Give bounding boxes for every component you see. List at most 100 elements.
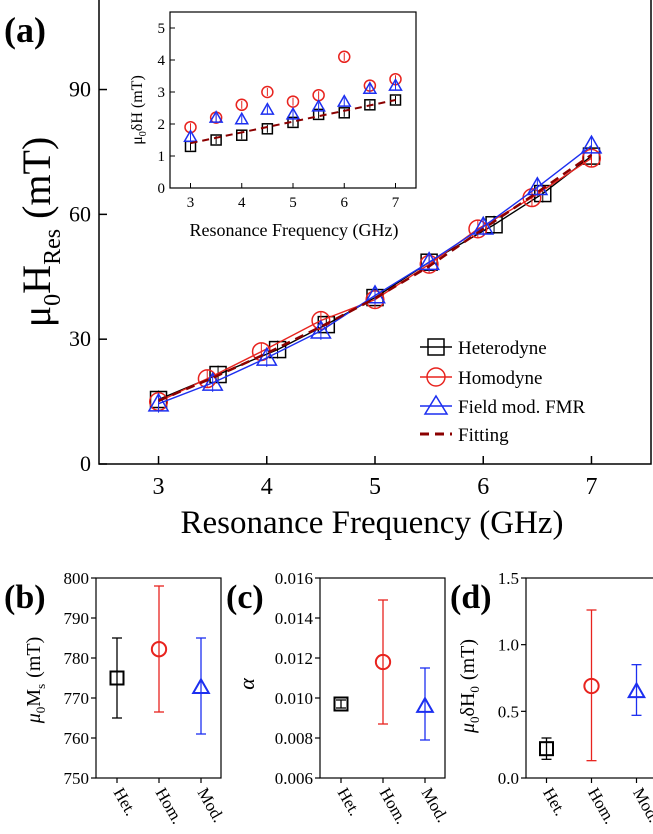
panel-c-x-tick-label: Mod. [418, 785, 453, 826]
legend-label-heterodyne: Heterodyne [458, 338, 547, 359]
inset-x-ticks: 3 4 5 6 7 [187, 183, 400, 211]
b-y-label-sub-s: s [33, 684, 48, 689]
panel-c-x-tick-label: Hom. [376, 785, 412, 828]
panel-b-x-ticks: Het. Hom. Mod. [110, 778, 228, 828]
inset-y-label-sub-0: 0 [138, 131, 149, 136]
legend-square-icon [427, 338, 445, 356]
panel-a-x-tick-label: 5 [369, 474, 381, 500]
panel-a: (a) 0 3 0 6 0 90 3 4 5 6 7 Resonance Frequency (G… [4, 0, 652, 541]
inset-x-tick-label: 5 [289, 195, 297, 211]
panel-d-point-circle [583, 677, 600, 695]
point-field_mod [418, 251, 441, 271]
panel-c-y-tick-label: 0.008 [275, 729, 313, 748]
panel-d-x-tick-label: Hom. [584, 785, 620, 828]
inset-point-field_mod [208, 110, 224, 123]
panel-b-x-tick-label: Het. [110, 785, 141, 819]
panel-c-label: (c) [226, 579, 264, 616]
panel-b-y-tick-label: 790 [64, 609, 90, 628]
inset-y-axis-label: μ0δH (mT) [129, 75, 149, 145]
y-label-mu: μ [14, 306, 59, 327]
panel-c-x-tick-label: Het. [334, 785, 365, 819]
panel-d-points [539, 609, 647, 762]
inset-y-label-mu: μ [129, 136, 146, 145]
b-y-label-unit: (mT) [23, 637, 45, 678]
inset-y-label-rest: δH (mT) [129, 75, 146, 131]
point-field_mod [472, 215, 495, 235]
inset-point-field_mod [260, 102, 275, 115]
d-y-label-dH: δH [457, 693, 479, 717]
panel-c-point-circle [374, 653, 392, 671]
legend-triangle-icon [423, 394, 449, 415]
panel-b-y-tick-label: 760 [64, 729, 90, 748]
inset-x-tick-label: 4 [238, 195, 246, 211]
inset-point-heterodyne [338, 107, 350, 119]
d-y-label-unit: (mT) [457, 639, 479, 680]
inset-point-field_mod [388, 78, 403, 91]
inset-point-heterodyne [364, 99, 376, 111]
series-line-fitting [158, 153, 593, 402]
inset-series [183, 50, 403, 153]
inset-y-tick-label: 0 [158, 181, 166, 197]
panel-a-x-ticks: 3 4 5 6 7 [153, 456, 597, 500]
inset-y-tick-label: 3 [158, 85, 166, 101]
panel-d-point-square [539, 741, 554, 757]
panel-c-points [333, 599, 435, 741]
legend-label-fitting: Fitting [458, 425, 509, 446]
panel-b-y-ticks: 750 760 770 780 790 800 [64, 569, 96, 788]
panel-b-y-tick-label: 800 [64, 569, 90, 588]
inset-point-field_mod [311, 98, 326, 112]
panel-b-point-circle [150, 641, 168, 658]
panel-b: (b) 750 760 770 780 790 800 Het. Hom. Mod. μ0Ms… [4, 569, 228, 827]
inset-y-ticks: 0 1 2 3 4 5 [158, 21, 175, 197]
panel-b-point-square [109, 670, 125, 686]
inset-chart: 0 1 2 3 4 5 3 4 5 6 7 Resonance Frequency (GHz) μ… [129, 11, 417, 241]
y-label-H: H [14, 265, 59, 294]
d-y-label-mu: μ [457, 723, 479, 734]
b-y-label-mu: μ [23, 713, 45, 724]
panel-c-y-tick-label: 0.016 [275, 569, 313, 588]
d-y-label-sub-0: 0 [467, 716, 482, 723]
panel-a-label: (a) [4, 10, 46, 50]
panel-c-y-tick-label: 0.012 [275, 649, 313, 668]
point-field_mod [147, 392, 170, 412]
panel-d-x-tick-label: Mod. [629, 785, 653, 826]
inset-point-field_mod [362, 81, 378, 95]
panel-a-x-axis-label: Resonance Frequency (GHz) [180, 505, 563, 541]
panel-c-y-tick-label: 0.014 [275, 609, 314, 628]
panel-b-point-triangle [191, 677, 211, 695]
panel-c-y-ticks: 0.006 0.008 0.010 0.012 0.014 0.016 [275, 569, 320, 788]
point-field_mod [580, 134, 603, 154]
panel-c-y-tick-label: 0.006 [275, 769, 313, 788]
point-homodyne [468, 219, 488, 239]
inset-y-tick-label: 1 [158, 149, 166, 165]
panel-d-y-axis-label: μ0δH0(mT) [457, 639, 482, 734]
legend-label-field-mod: Field mod. FMR [458, 397, 586, 418]
panel-c-x-ticks: Het. Hom. Mod. [334, 778, 453, 828]
point-field_mod [526, 176, 549, 196]
panel-d-x-tick-label: Het. [539, 785, 570, 819]
inset-x-axis-label: Resonance Frequency (GHz) [190, 220, 399, 241]
panel-a-x-tick-label: 4 [261, 474, 273, 500]
panel-a-y-axis-label: μ0HRes (mT) [14, 137, 66, 328]
panel-d-y-tick-label: 1.5 [498, 569, 519, 588]
series-line-heterodyne [158, 155, 592, 401]
panel-d-frame [525, 577, 653, 779]
panel-b-x-tick-label: Hom. [152, 785, 188, 828]
panel-d-y-tick-label: 1.0 [498, 636, 519, 655]
panel-a-legend: Heterodyne Homodyne Field mod. FMR Fitti… [420, 338, 586, 446]
panel-a-x-tick-label: 6 [477, 474, 489, 500]
panel-c-y-tick-label: 0.010 [275, 689, 313, 708]
panel-a-series [147, 134, 603, 413]
panel-d-y-tick-label: 0.5 [498, 702, 519, 721]
inset-point-heterodyne [236, 129, 248, 141]
inset-x-tick-label: 3 [187, 195, 195, 211]
inset-y-tick-label: 2 [158, 117, 166, 133]
inset-x-tick-label: 7 [392, 195, 400, 211]
inset-point-homodyne [235, 98, 248, 112]
panel-a-y-tick-label: 0 [80, 451, 91, 476]
panel-b-y-tick-label: 750 [64, 769, 90, 788]
panel-d: (d) 0.00.51.01.5 Het. Hom. Mod. μ0δH0(mT) [450, 569, 653, 827]
inset-fit-line [190, 99, 396, 145]
panel-a-y-tick-label: 90 [69, 77, 91, 102]
inset-x-tick-label: 6 [341, 195, 349, 211]
